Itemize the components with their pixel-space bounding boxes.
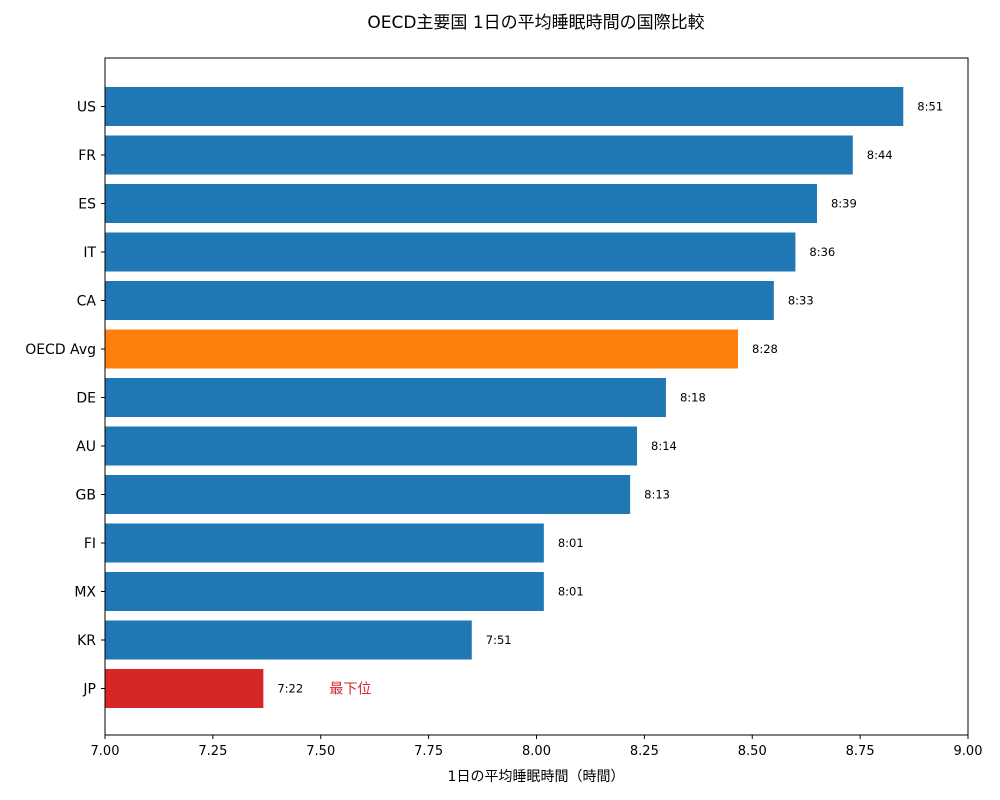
x-axis-label: 1日の平均睡眠時間（時間） bbox=[448, 769, 625, 785]
bar-kr bbox=[105, 620, 472, 660]
value-label: 8:13 bbox=[644, 488, 670, 502]
y-tick-label: GB bbox=[76, 488, 96, 504]
bar-jp bbox=[105, 669, 264, 708]
x-tick-label: 7.50 bbox=[306, 744, 335, 759]
y-tick-label: US bbox=[77, 100, 96, 116]
bar-it bbox=[105, 232, 796, 272]
annotation-label: 最下位 bbox=[329, 682, 371, 698]
value-label: 8:36 bbox=[809, 245, 835, 259]
y-tick-label: IT bbox=[83, 245, 96, 261]
bar-fi bbox=[105, 523, 544, 563]
bar-gb bbox=[105, 475, 631, 514]
y-tick-label: JP bbox=[82, 682, 96, 698]
chart-title: OECD主要国 1日の平均睡眠時間の国際比較 bbox=[367, 13, 704, 33]
x-tick-label: 8.25 bbox=[630, 744, 659, 759]
bar-oecd-avg bbox=[105, 329, 739, 369]
x-tick-label: 8.50 bbox=[738, 744, 767, 759]
value-label: 8:33 bbox=[788, 294, 814, 308]
y-tick-label: OECD Avg bbox=[25, 342, 96, 358]
x-tick-label: 8.00 bbox=[522, 744, 551, 759]
value-label: 8:44 bbox=[867, 148, 893, 162]
value-label: 8:01 bbox=[558, 536, 584, 550]
y-tick-label: DE bbox=[76, 391, 96, 407]
x-axis-ticks: 7.00 7.25 7.50 7.75 8.00 8.25 8.50 8.75 9.00 bbox=[91, 735, 983, 759]
bar-ca bbox=[105, 281, 774, 320]
bar-mx bbox=[105, 572, 544, 611]
annotations: 最下位 bbox=[329, 682, 371, 698]
value-label: 8:28 bbox=[752, 342, 778, 356]
x-tick-label: 7.25 bbox=[198, 744, 227, 759]
value-label: 8:14 bbox=[651, 439, 677, 453]
x-tick-label: 7.00 bbox=[91, 744, 120, 759]
value-label: 8:18 bbox=[680, 391, 706, 405]
bars-group bbox=[105, 87, 904, 708]
bar-us bbox=[105, 87, 904, 126]
x-tick-label: 7.75 bbox=[414, 744, 443, 759]
y-tick-label: CA bbox=[77, 294, 97, 310]
x-tick-label: 9.00 bbox=[954, 744, 983, 759]
bar-fr bbox=[105, 135, 853, 175]
value-label: 8:01 bbox=[558, 585, 584, 599]
value-label: 8:51 bbox=[917, 100, 943, 114]
y-tick-label: MX bbox=[74, 585, 96, 601]
value-label: 8:39 bbox=[831, 197, 857, 211]
y-tick-label: FR bbox=[78, 148, 96, 164]
value-label: 7:22 bbox=[277, 682, 303, 696]
value-labels: 8:51 8:44 8:39 8:36 8:33 8:28 8:18 8:14 8:13 8:01… bbox=[277, 100, 943, 696]
y-tick-label: AU bbox=[76, 439, 96, 455]
y-tick-labels: US FR ES IT CA OECD Avg DE AU GB FI MX KR JP bbox=[25, 100, 105, 698]
bar-de bbox=[105, 378, 666, 417]
y-tick-label: FI bbox=[84, 536, 96, 552]
bar-es bbox=[105, 184, 817, 223]
value-label: 7:51 bbox=[486, 633, 512, 647]
y-tick-label: ES bbox=[78, 197, 96, 213]
y-tick-label: KR bbox=[77, 633, 96, 649]
bar-au bbox=[105, 426, 638, 466]
x-tick-label: 8.75 bbox=[846, 744, 875, 759]
